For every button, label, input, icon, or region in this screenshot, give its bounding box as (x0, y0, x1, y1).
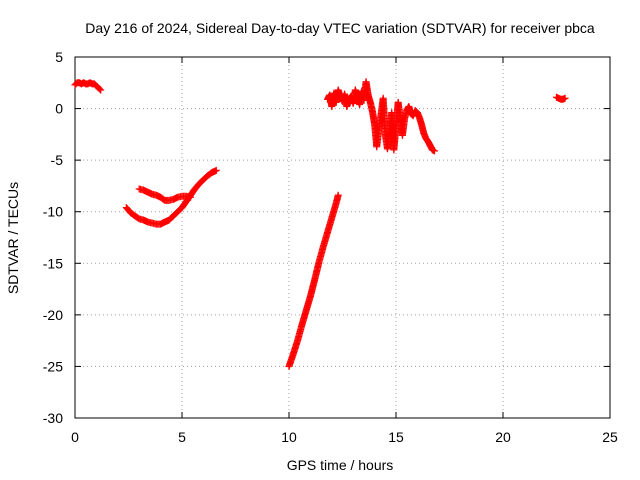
series-segment-4 (324, 78, 439, 155)
data-point (561, 94, 569, 102)
data-point (334, 191, 342, 199)
tick-labels: 0 5 10 15 20 25 -30 -25 -20 -15 -10 -5 0 5 (43, 49, 618, 445)
y-tick-label: -10 (43, 204, 63, 220)
y-tick-label: -25 (43, 358, 63, 374)
y-tick-label: -5 (51, 152, 64, 168)
y-tick-label: 0 (55, 101, 63, 117)
data-point (97, 86, 105, 94)
data-point (187, 193, 195, 201)
data-point (96, 85, 104, 93)
x-tick-label: 20 (495, 429, 511, 445)
x-tick-label: 15 (388, 429, 404, 445)
chart-title: Day 216 of 2024, Sidereal Day-to-day VTE… (85, 20, 595, 36)
x-tick-label: 25 (602, 429, 618, 445)
y-axis-title: SDTVAR / TECUs (5, 182, 21, 294)
y-tick-label: 5 (55, 49, 63, 65)
x-tick-label: 0 (71, 429, 79, 445)
series-segment-2b (135, 185, 195, 204)
axis-ticks (74, 56, 611, 419)
y-tick-label: -15 (43, 255, 63, 271)
data-series (71, 78, 569, 370)
series-segment-1 (71, 79, 105, 94)
plot-frame (74, 56, 611, 419)
data-point (212, 166, 220, 174)
y-tick-label: -30 (43, 410, 63, 426)
series-segment-3 (285, 191, 342, 370)
series-segment-5 (553, 93, 569, 103)
x-tick-label: 5 (178, 429, 186, 445)
data-point (431, 147, 439, 155)
x-tick-label: 10 (281, 429, 297, 445)
y-tick-label: -20 (43, 307, 63, 323)
x-axis-title: GPS time / hours (287, 457, 394, 473)
